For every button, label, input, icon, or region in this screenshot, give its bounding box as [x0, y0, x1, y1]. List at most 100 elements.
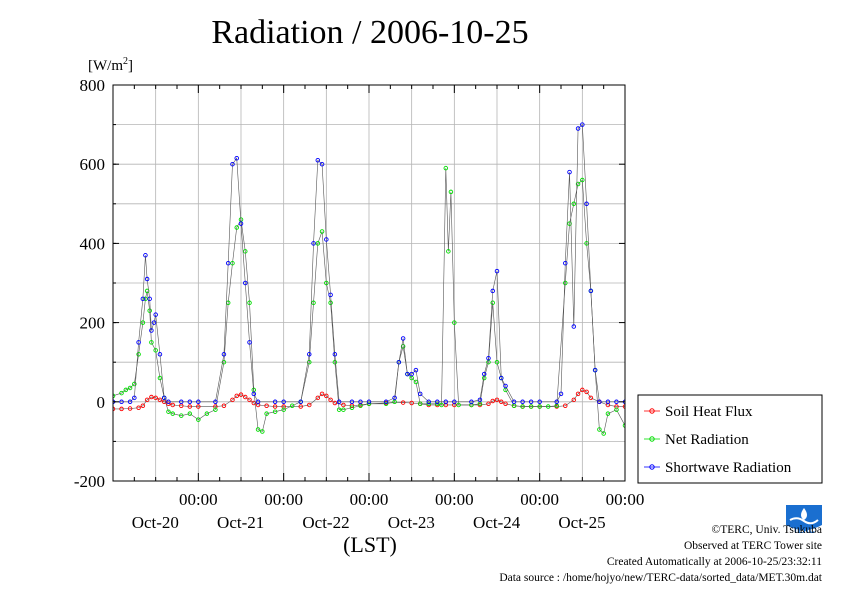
data-point [503, 401, 508, 407]
data-point [448, 189, 454, 195]
data-point [558, 391, 564, 397]
data-point [147, 308, 152, 313]
data-point [170, 411, 175, 416]
data-point [499, 375, 504, 381]
data-point [161, 395, 167, 401]
data-point [187, 399, 193, 405]
x-tick-time-label: 00:00 [435, 490, 474, 509]
data-point [119, 390, 124, 396]
data-point [307, 402, 312, 408]
data-point [481, 371, 487, 377]
data-point [580, 387, 585, 393]
data-point [537, 404, 542, 409]
data-point [443, 399, 449, 405]
data-point [575, 126, 581, 131]
data-point [281, 407, 286, 412]
x-tick-date-label: Oct-24 [473, 513, 521, 532]
x-tick-time-label: 00:00 [520, 490, 559, 509]
data-point [417, 401, 423, 407]
legend-swatch-marker [649, 464, 655, 470]
data-point [315, 157, 321, 163]
data-point [307, 359, 312, 365]
x-tick-date-label: Oct-25 [558, 513, 605, 532]
legend-swatch-marker [649, 408, 655, 414]
axes-layer: -200020040060080000:00Oct-2000:00Oct-210… [74, 76, 645, 532]
data-point [298, 399, 303, 405]
data-point [622, 423, 625, 428]
data-point [439, 402, 444, 408]
data-point [179, 399, 184, 405]
data-point [324, 237, 329, 242]
data-point [571, 324, 577, 329]
x-tick-date-label: Oct-23 [388, 513, 435, 532]
data-point [119, 406, 124, 412]
data-point [264, 403, 269, 409]
x-tick-time-label: 00:00 [264, 490, 303, 509]
data-point [221, 352, 227, 357]
data-point [349, 405, 355, 410]
data-point [332, 359, 338, 365]
data-point [315, 395, 321, 401]
data-point [358, 399, 363, 405]
data-point [409, 371, 414, 377]
data-point [588, 288, 594, 294]
data-point [143, 253, 148, 258]
data-point [528, 404, 534, 409]
data-point [179, 413, 184, 418]
data-point [545, 404, 551, 409]
data-point [238, 221, 244, 226]
data-point [494, 397, 500, 403]
data-point [157, 352, 163, 357]
data-point [272, 404, 278, 409]
y-tick-label: 600 [80, 155, 106, 174]
series-layer [113, 122, 625, 436]
data-point [456, 402, 461, 408]
data-point [234, 225, 239, 230]
created-text: Created Automatically at 2006-10-25/23:3… [606, 556, 822, 568]
data-point [622, 404, 625, 409]
data-point [341, 407, 346, 412]
data-point [213, 407, 218, 412]
data-point [328, 397, 333, 403]
data-point [614, 399, 619, 405]
data-point [144, 397, 150, 403]
data-point [221, 359, 227, 365]
y-tick-label: 200 [80, 314, 106, 333]
data-point [149, 340, 154, 345]
data-point [243, 280, 248, 286]
data-point [230, 161, 235, 167]
data-point [400, 400, 406, 405]
data-point [452, 320, 457, 325]
data-point [409, 400, 414, 406]
data-point [264, 411, 269, 416]
data-point [605, 411, 611, 416]
data-point [571, 201, 577, 207]
data-point [123, 387, 129, 393]
data-point [503, 383, 508, 389]
x-tick-time-label: 00:00 [179, 490, 218, 509]
legend-swatch-marker [649, 436, 655, 442]
series-shortwave-radiation [113, 122, 625, 405]
data-point [149, 328, 154, 333]
data-point [486, 401, 491, 407]
data-point [426, 399, 431, 405]
data-point [490, 288, 495, 294]
data-point [563, 403, 568, 409]
y-axis-label-sup: 2 [123, 56, 128, 67]
data-point [614, 407, 619, 412]
x-tick-date-label: Oct-21 [217, 513, 264, 532]
data-point [443, 165, 449, 171]
data-point [319, 391, 325, 397]
data-point [196, 404, 201, 409]
credits-block: ©TERC, Univ. Tsukuba Observed at TERC To… [499, 522, 822, 586]
observed-text: Observed at TERC Tower site [683, 540, 822, 552]
data-point [234, 156, 239, 161]
data-point [243, 249, 248, 254]
data-point [225, 260, 231, 266]
data-point [584, 201, 589, 207]
data-point [298, 404, 303, 409]
data-point [157, 375, 163, 381]
data-point [127, 406, 133, 411]
legend-label: Shortwave Radiation [665, 460, 792, 476]
data-point [575, 391, 581, 397]
